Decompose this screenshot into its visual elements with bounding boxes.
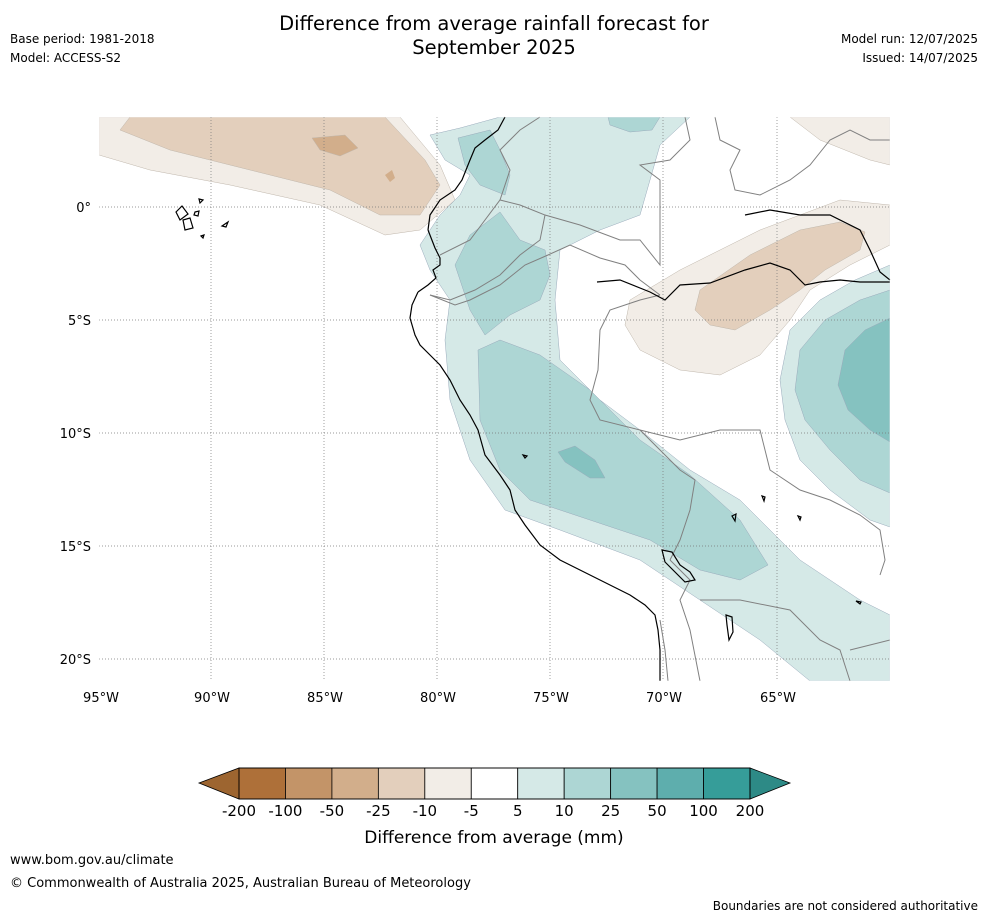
colorbar-swatch	[424, 767, 472, 800]
wet-anomaly-10-peru	[477, 339, 769, 581]
wet-anomaly-10-top	[607, 117, 661, 133]
wet-anomaly-10-north	[457, 129, 511, 196]
border-peru-brazil	[589, 294, 696, 561]
wet-anomaly-east-25	[837, 317, 890, 443]
coastlines	[175, 116, 891, 681]
footer-copyright: © Commonwealth of Australia 2025, Austra…	[10, 876, 471, 891]
colorbar-low-extend	[197, 767, 240, 800]
axis-labels: 95°W 90°W 85°W 80°W 75°W 70°W 65°W 0° 5°…	[60, 201, 796, 706]
model-run-text: Model run: 12/07/2025	[840, 32, 978, 46]
dry-anomaly-ne-edge	[789, 117, 890, 166]
anomaly-fields	[99, 117, 890, 681]
colorbar-swatch	[703, 767, 751, 800]
colorbar-tick-label: 10	[555, 802, 574, 820]
colorbar-tick-label: -50	[320, 802, 345, 820]
dry-anomaly-minus10	[119, 117, 441, 216]
coast-peru	[409, 291, 661, 681]
colorbar-tick-label: 25	[601, 802, 620, 820]
colorbar-swatch	[377, 767, 426, 800]
colorbar-high-extend	[749, 767, 792, 800]
footer-disclaimer: Boundaries are not considered authoritat…	[712, 899, 978, 913]
border-colombia-venezuela	[499, 116, 541, 201]
colorbar-tick-label: 100	[689, 802, 718, 820]
colorbar-tick-label: 5	[513, 802, 523, 820]
lat-label-20s: 20°S	[60, 653, 91, 668]
colorbar: -200 -100 -50 -25 -10 -5 5 10 25 50 100 200 Differe…	[197, 767, 792, 848]
map-frame	[98, 116, 891, 682]
colorbar-tick-label: -200	[222, 802, 256, 820]
colorbar-swatch	[517, 767, 565, 800]
border-chile-argentina	[659, 619, 669, 682]
lat-label-15s: 15°S	[60, 540, 91, 555]
colorbar-label: Difference from average (mm)	[364, 828, 623, 848]
colorbar-swatch	[563, 767, 612, 800]
colorbar-swatch	[656, 767, 704, 800]
border-colombia-ecuador	[429, 199, 546, 301]
colorbar-swatch	[470, 767, 519, 800]
lon-label-70w: 70°W	[646, 691, 682, 706]
colorbar-swatches	[238, 767, 751, 800]
lon-label-90w: 90°W	[194, 691, 230, 706]
lon-label-80w: 80°W	[420, 691, 456, 706]
border-ecuador-peru	[429, 244, 661, 306]
colorbar-tick-label: -10	[413, 802, 438, 820]
footer-url: www.bom.gov.au/climate	[10, 853, 174, 868]
colorbar-tick-label: 50	[648, 802, 667, 820]
wet-anomaly-25-peru	[557, 445, 606, 479]
colorbar-tick-labels: -200 -100 -50 -25 -10 -5 5 10 25 50 100 200	[222, 802, 764, 820]
model-text: Model: ACCESS-S2	[10, 51, 122, 65]
colorbar-tick-label: -25	[366, 802, 391, 820]
border-bolivia-brazil	[639, 429, 886, 576]
dry-anomaly-minus25-small	[385, 170, 395, 182]
issued-text: Issued: 14/07/2025	[862, 51, 978, 65]
lon-label-75w: 75°W	[533, 691, 569, 706]
colorbar-tick-label: -100	[268, 802, 302, 820]
border-east	[849, 639, 891, 651]
dry-anomaly-amazon-minus10	[694, 221, 866, 331]
map-panel	[98, 116, 891, 682]
lon-label-85w: 85°W	[307, 691, 343, 706]
colorbar-tick-label: 200	[736, 802, 765, 820]
colorbar-swatch	[285, 767, 333, 800]
border-peru-bolivia	[669, 559, 701, 682]
dry-anomaly-minus25	[311, 134, 359, 157]
coast-colombia-pacific	[427, 116, 506, 231]
river-negro	[744, 209, 891, 281]
lat-label-0: 0°	[76, 201, 91, 216]
wet-anomaly-10-ecuador	[454, 211, 551, 336]
galapagos-islands	[175, 198, 230, 240]
lat-label-5s: 5°S	[68, 314, 91, 329]
coast-ecuador	[417, 229, 441, 293]
base-period-text: Base period: 1981-2018	[10, 32, 155, 46]
colorbar-tick-label: -5	[464, 802, 479, 820]
lat-label-10s: 10°S	[60, 427, 91, 442]
small-lakes	[521, 454, 862, 643]
lon-label-65w: 65°W	[760, 691, 796, 706]
country-borders	[429, 116, 891, 682]
lon-label-95w: 95°W	[83, 691, 119, 706]
map-title: Difference from average rainfall forecas…	[0, 12, 988, 60]
colorbar-swatch	[331, 767, 379, 800]
lake-titicaca	[661, 549, 696, 583]
river-amazon	[596, 262, 890, 301]
colorbar-swatch	[610, 767, 658, 800]
colorbar-frame	[238, 767, 751, 800]
border-venezuela-guyana	[714, 116, 890, 196]
border-bolivia-south	[700, 599, 851, 682]
map-title-line2: September 2025	[412, 36, 576, 59]
border-colombia-brazil	[544, 116, 691, 267]
colorbar-swatch	[238, 767, 286, 800]
map-title-line1: Difference from average rainfall forecas…	[279, 12, 709, 35]
